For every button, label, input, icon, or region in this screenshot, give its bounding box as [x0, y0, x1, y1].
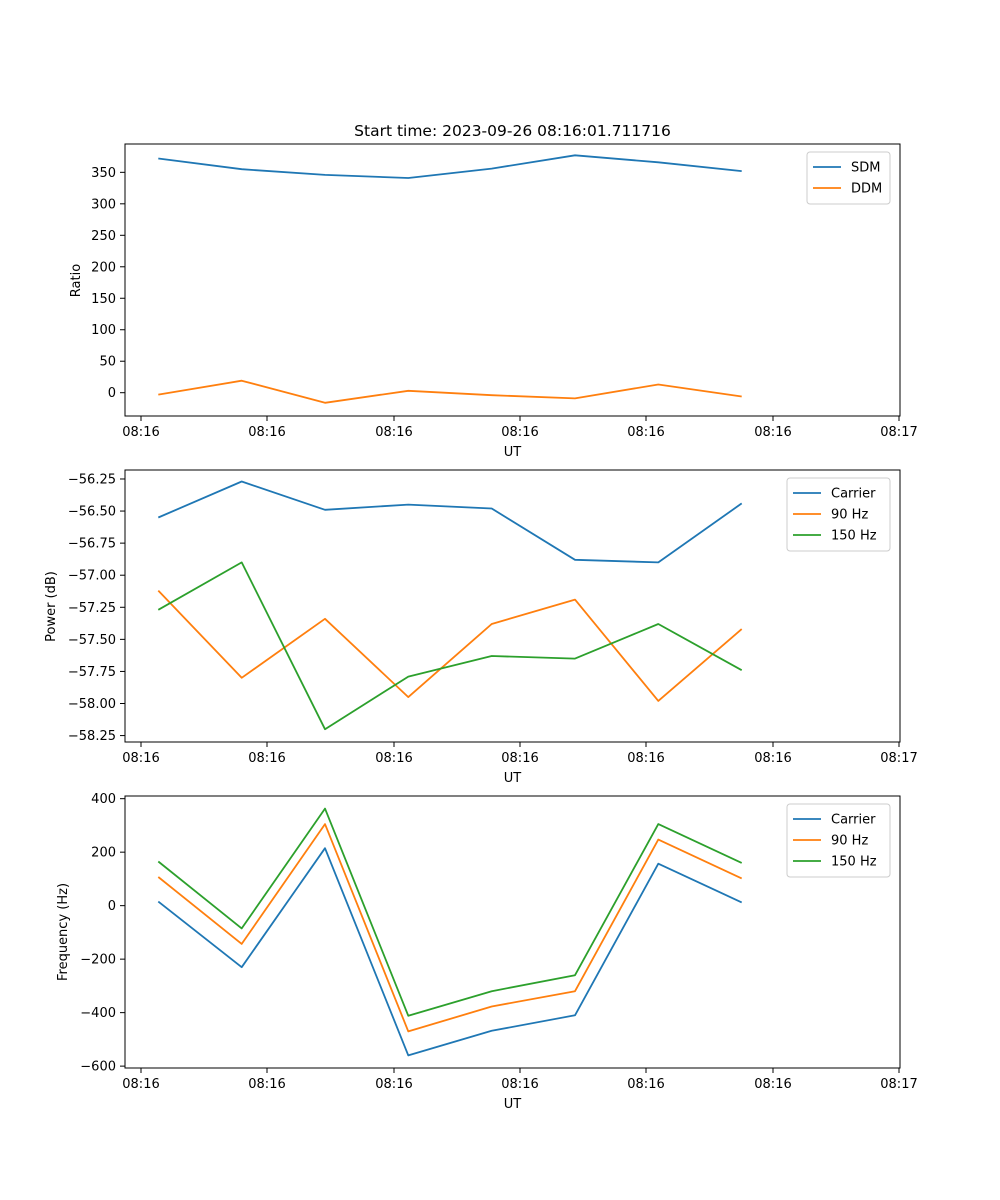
- power-legend: [786, 477, 891, 552]
- power-x-tick-label: 08:16: [501, 751, 538, 766]
- frequency-x-tick-label: 08:16: [248, 1077, 285, 1092]
- frequency-y-tick-label: 200: [91, 846, 116, 861]
- power-y-axis-label: Power (dB): [44, 571, 59, 642]
- power-x-tick-label: 08:16: [627, 751, 664, 766]
- frequency-x-tick-label: 08:16: [754, 1077, 791, 1092]
- frequency-y-axis-label: Frequency (Hz): [56, 883, 71, 981]
- power-x-tick-label: 08:16: [375, 751, 412, 766]
- frequency-x-tick-label: 08:16: [501, 1077, 538, 1092]
- power-y-tick-label: −56.25: [68, 472, 116, 487]
- power-y-tick-label: −57.25: [68, 601, 116, 616]
- frequency-x-tick-label: 08:16: [375, 1077, 412, 1092]
- power-legend-label: 90 Hz: [831, 508, 868, 523]
- power-series-line-carrier: [157, 480, 743, 564]
- power-y-tick-label: −57.75: [68, 665, 116, 680]
- frequency-legend-label: 90 Hz: [831, 834, 868, 849]
- ratio-subplot: Ratio UT 08:16 08:16 08:16 08:16 08:16 08:16 0…: [69, 143, 918, 460]
- power-x-tick-label: 08:16: [248, 751, 285, 766]
- figure-title: Start time: 2023-09-26 08:16:01.711716: [354, 122, 671, 140]
- frequency-x-tick-label: 08:16: [627, 1077, 664, 1092]
- ratio-y-tick-label: 50: [99, 355, 116, 370]
- ratio-legend-label: DDM: [851, 182, 882, 197]
- power-legend-label: 150 Hz: [831, 529, 877, 544]
- power-x-tick-label: 08:17: [880, 751, 917, 766]
- frequency-series-line-carrier: [157, 847, 743, 1057]
- power-x-tick-label: 08:16: [754, 751, 791, 766]
- ratio-x-tick-label: 08:16: [501, 425, 538, 440]
- frequency-x-tick-label: 08:16: [122, 1077, 159, 1092]
- frequency-legend-label: 150 Hz: [831, 855, 877, 870]
- ratio-y-tick-label: 350: [91, 166, 116, 181]
- power-x-axis-label: UT: [504, 771, 522, 786]
- ratio-x-tick-label: 08:16: [627, 425, 664, 440]
- ratio-series-line-ddm: [158, 379, 742, 404]
- frequency-subplot: Frequency (Hz) UT 08:16 08:16 08:16 08:16 08…: [56, 792, 918, 1112]
- ratio-x-tick-label: 08:16: [375, 425, 412, 440]
- power-x-tick-label: 08:16: [122, 751, 159, 766]
- ratio-y-tick-label: 300: [91, 197, 116, 212]
- frequency-x-tick-label: 08:17: [880, 1077, 917, 1092]
- frequency-x-axis-label: UT: [504, 1097, 522, 1112]
- power-y-tick-label: −57.50: [68, 633, 116, 648]
- power-y-tick-label: −57.00: [68, 569, 116, 584]
- ratio-axes-frame: [124, 143, 901, 417]
- ratio-legend-label: SDM: [851, 161, 880, 176]
- frequency-y-tick-label: 400: [91, 792, 116, 807]
- ratio-x-tick-label: 08:17: [880, 425, 917, 440]
- ratio-x-tick-label: 08:16: [122, 425, 159, 440]
- frequency-y-tick-label: −600: [80, 1060, 116, 1075]
- power-y-tick-label: −56.75: [68, 537, 116, 552]
- frequency-legend-label: Carrier: [831, 813, 876, 828]
- frequency-y-tick-label: 0: [108, 899, 116, 914]
- ratio-y-tick-label: 250: [91, 229, 116, 244]
- ratio-series-line-sdm: [158, 154, 742, 179]
- frequency-legend: [786, 803, 891, 878]
- power-y-tick-label: −56.50: [68, 505, 116, 520]
- power-y-tick-label: −58.00: [68, 697, 116, 712]
- frequency-y-tick-label: −200: [80, 953, 116, 968]
- ratio-x-axis-label: UT: [504, 445, 522, 460]
- ratio-y-tick-label: 100: [91, 323, 116, 338]
- frequency-y-tick-label: −400: [80, 1006, 116, 1021]
- power-series-line-150-hz: [157, 561, 743, 731]
- frequency-axes-frame: [124, 795, 901, 1069]
- ratio-y-tick-label: 200: [91, 260, 116, 275]
- ratio-legend: [806, 151, 891, 205]
- power-axes-frame: [124, 469, 901, 743]
- ratio-x-tick-label: 08:16: [248, 425, 285, 440]
- ratio-x-tick-label: 08:16: [754, 425, 791, 440]
- ratio-y-tick-label: 0: [108, 386, 116, 401]
- ratio-y-tick-label: 150: [91, 292, 116, 307]
- power-legend-label: Carrier: [831, 487, 876, 502]
- ratio-y-axis-label: Ratio: [69, 264, 84, 297]
- power-subplot: Power (dB) UT 08:16 08:16 08:16 08:16 08:16 0…: [44, 469, 918, 786]
- power-series-line-90-hz: [157, 589, 743, 702]
- frequency-series-line-90-hz: [157, 823, 743, 1033]
- power-y-tick-label: −58.25: [68, 729, 116, 744]
- frequency-series-line-150-hz: [157, 807, 743, 1017]
